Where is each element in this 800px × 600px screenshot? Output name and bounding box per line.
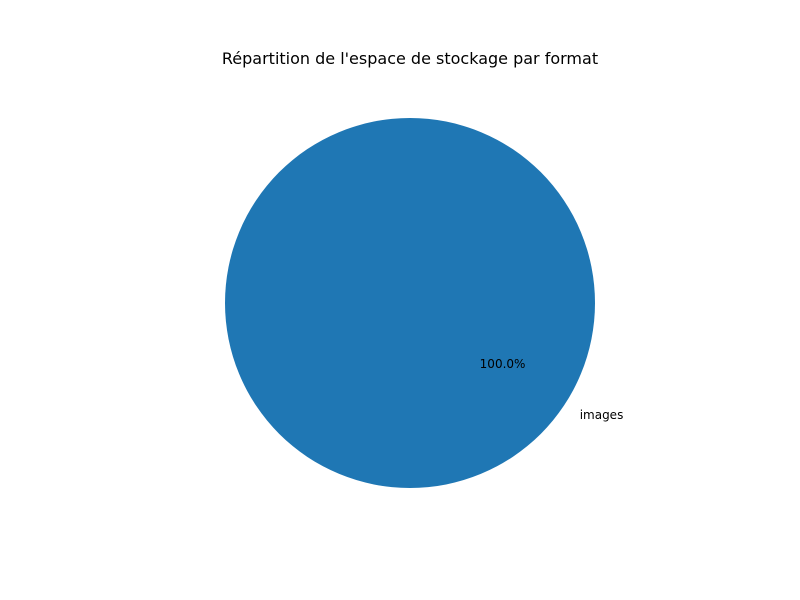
pie-labels: images 100.0%	[480, 357, 624, 422]
pie-slices	[225, 118, 595, 488]
chart-title: Répartition de l'espace de stockage par …	[222, 49, 598, 68]
pie-slice-images	[225, 118, 595, 488]
slice-label-images: images	[580, 408, 624, 422]
slice-percent-images: 100.0%	[480, 357, 526, 371]
